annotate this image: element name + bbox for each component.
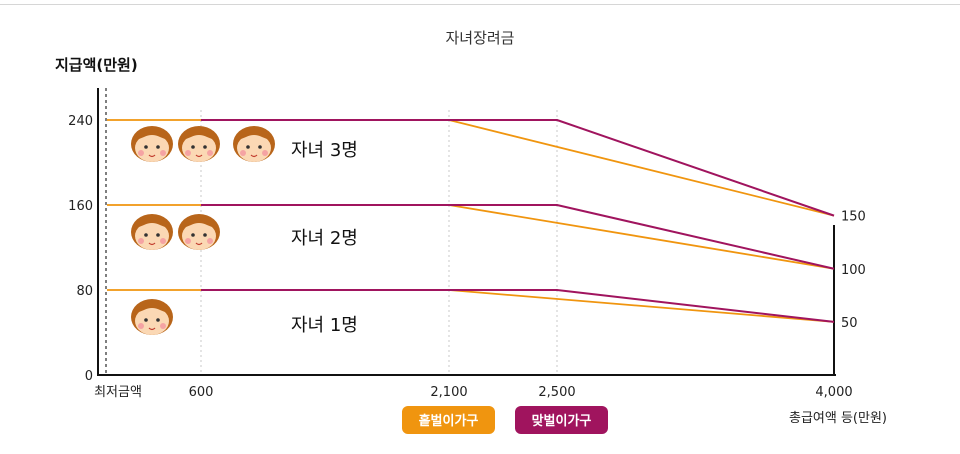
group-label-3: 자녀 1명 [291,315,358,336]
y-tick-right-label-50: 50 [841,316,858,331]
face-shape [182,134,216,162]
left-eye [191,145,195,149]
left-eye [144,145,148,149]
child-face-icon [131,126,173,162]
y-tick-right-label-100: 100 [841,263,866,278]
legend-label-dual: 맞벌이가구 [532,413,592,429]
mouth [148,327,156,331]
mouth [148,154,156,158]
y-tick-label-160: 160 [68,199,93,214]
x-tick-label-0: 최저금액 [94,385,142,400]
child-face-icon [233,126,275,162]
x-tick-label-1: 600 [189,385,214,400]
legend-swatch-dual [515,406,608,434]
series-line-4-single [107,289,835,323]
left-cheek [138,238,144,244]
right-eye [156,318,160,322]
y-tick-right-label-150: 150 [841,210,866,225]
child-face-icon [178,214,220,250]
face-shape [135,134,169,162]
child-face-icon [131,299,173,335]
legend-label-single: 홑벌이가구 [419,413,479,429]
y-tick-label-0: 0 [85,369,93,384]
tick-labels: 0 80 160 240 150 100 50 최저금액 600 2,100 2,500 4,000 [68,114,866,400]
child-face-icon [178,126,220,162]
left-cheek [138,150,144,156]
face-shape [135,222,169,250]
left-cheek [185,238,191,244]
mouth [148,242,156,246]
legend-swatch-single [402,406,495,434]
right-cheek [160,150,166,156]
left-eye [144,318,148,322]
legend: 홑벌이가구 맞벌이가구 [402,406,608,434]
bangs-shape [181,132,217,141]
right-cheek [262,150,268,156]
right-cheek [207,238,213,244]
x-axis-label: 총급여액 등(만원) [789,411,887,426]
series-line-3-dual [201,204,835,270]
group-label-1: 자녀 3명 [291,140,358,161]
right-eye [203,233,207,237]
top-divider [0,4,960,5]
bangs-shape [181,220,217,229]
series-line-5-dual [201,289,835,323]
x-tick-label-4: 4,000 [815,385,852,400]
axes [97,88,836,376]
group-label-2: 자녀 2명 [291,228,358,249]
left-eye [246,145,250,149]
child-faces [131,126,275,335]
y-tick-label-240: 240 [68,114,93,129]
face-shape [182,222,216,250]
left-cheek [138,323,144,329]
right-cheek [207,150,213,156]
child-face-icon [131,214,173,250]
right-eye [156,145,160,149]
y-tick-label-80: 80 [76,284,93,299]
bangs-shape [236,132,272,141]
series-lines [107,119,835,323]
mouth [250,154,258,158]
right-eye [203,145,207,149]
chart-title: 자녀장려금 [445,29,514,47]
series-line-1-dual [201,119,835,217]
mouth [195,154,203,158]
face-shape [135,307,169,335]
gridlines [105,88,558,375]
left-cheek [240,150,246,156]
x-tick-label-2: 2,100 [430,385,467,400]
face-shape [237,134,271,162]
left-eye [191,233,195,237]
bangs-shape [134,305,170,314]
mouth [195,242,203,246]
right-cheek [160,238,166,244]
left-eye [144,233,148,237]
bangs-shape [134,132,170,141]
right-cheek [160,323,166,329]
y-axis-label: 지급액(만원) [55,56,138,74]
left-cheek [185,150,191,156]
x-tick-label-3: 2,500 [538,385,575,400]
bangs-shape [134,220,170,229]
right-eye [258,145,262,149]
right-eye [156,233,160,237]
